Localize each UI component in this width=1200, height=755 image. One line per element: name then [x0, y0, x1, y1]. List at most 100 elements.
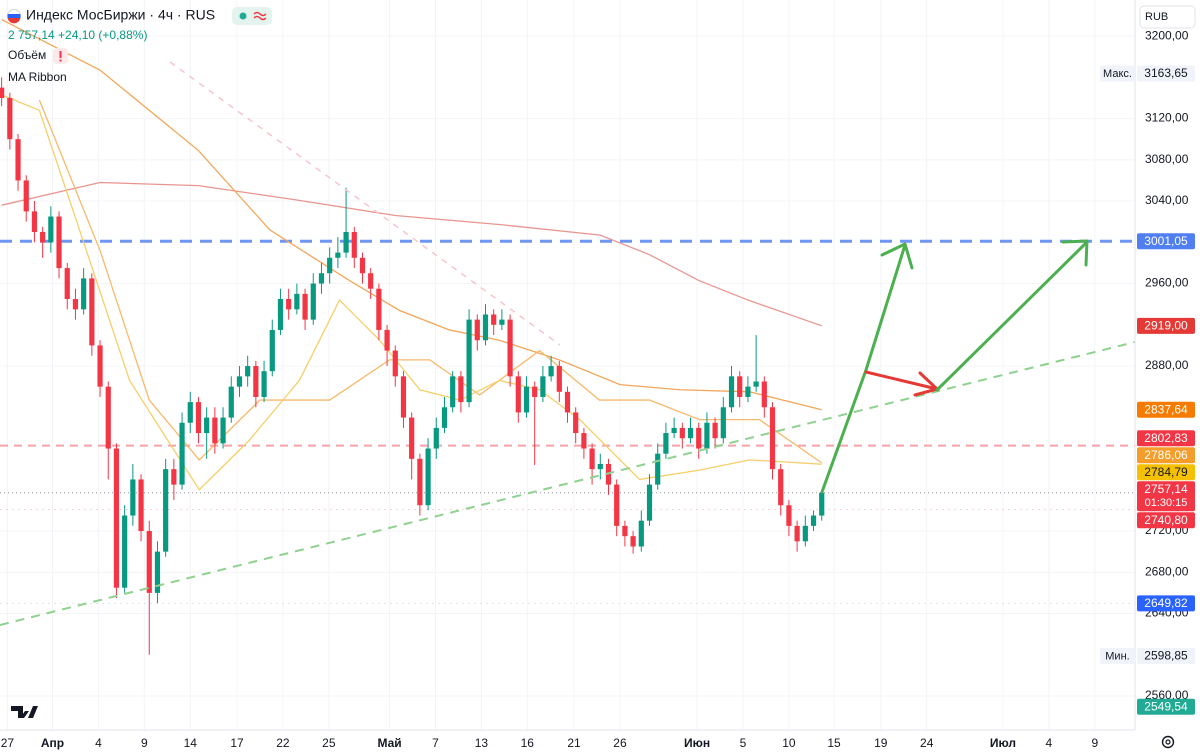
candle-body — [236, 376, 243, 387]
price-tag-prefix: Мин. — [1105, 650, 1129, 662]
moving-average — [38, 99, 823, 464]
price-tag-label: 2598,85 — [1144, 649, 1188, 663]
candle-body — [523, 386, 530, 413]
candle-body — [458, 376, 464, 403]
x-tick-label: 22 — [276, 736, 290, 750]
candle-body — [802, 525, 808, 542]
candle-body — [712, 422, 718, 439]
price-tag-label: 2837,64 — [1144, 402, 1188, 416]
candle-body — [376, 288, 382, 330]
candle-body — [15, 139, 21, 181]
candle-body — [113, 448, 120, 588]
candle-body — [179, 422, 185, 485]
settings-icon[interactable] — [1161, 735, 1175, 749]
candle-body — [0, 87, 5, 98]
candle-body — [302, 293, 308, 320]
y-tick-label: 2560,00 — [1145, 688, 1189, 702]
candle-body — [187, 402, 193, 423]
candle-body — [564, 391, 571, 413]
candle-body — [409, 417, 415, 459]
candle-body — [663, 433, 669, 454]
x-tick-label: 17 — [230, 736, 244, 750]
warning-icon — [59, 59, 62, 62]
candle-body — [310, 283, 316, 320]
candle-body — [286, 299, 292, 310]
candle-body — [761, 381, 767, 408]
indicator-legend[interactable]: Объём — [8, 48, 46, 62]
y-tick-label: 2960,00 — [1145, 276, 1189, 290]
candle-body — [499, 319, 505, 325]
price-tags: 3163,65 Макс. 3001,05 2919,00 2837,64 2802,83… — [1100, 65, 1195, 715]
price-tag — [1137, 401, 1195, 418]
candle-body — [253, 366, 259, 397]
candle-body — [163, 469, 169, 552]
moving-average — [1, 19, 822, 411]
candle-body — [72, 299, 79, 310]
candle-body — [786, 505, 792, 526]
price-tag — [1137, 512, 1195, 529]
x-tick-label: Май — [377, 736, 401, 750]
candle-body — [48, 216, 54, 243]
forecast-arrows — [820, 239, 1089, 494]
price-axis — [1135, 0, 1200, 755]
candle-body — [89, 278, 95, 346]
candle-body — [614, 484, 620, 526]
plot-area — [0, 0, 1135, 730]
status-icon — [253, 11, 267, 21]
x-tick-label: 10 — [782, 736, 796, 750]
candle-body — [622, 525, 628, 537]
x-tick-label: Апр — [41, 736, 64, 750]
candle-body — [400, 376, 407, 418]
candle-body — [204, 417, 210, 434]
candle-body — [589, 448, 595, 470]
logo[interactable] — [11, 706, 38, 718]
candle-body — [368, 273, 374, 289]
candle-body — [573, 412, 579, 434]
candle-body — [343, 231, 349, 253]
candle-body — [819, 492, 825, 516]
candle-body — [491, 314, 497, 325]
flag — [7, 14, 21, 18]
price-tag — [1137, 464, 1195, 481]
quote: 2 757,14 +24,10 (+0,88%) — [8, 28, 147, 42]
x-tick-label: 13 — [475, 736, 489, 750]
x-tick-label: 15 — [827, 736, 841, 750]
x-tick-label: 5 — [740, 736, 747, 750]
indicator-legend[interactable]: MA Ribbon — [8, 70, 67, 84]
y-tick-label: 3080,00 — [1145, 152, 1189, 166]
candle-body — [794, 525, 800, 542]
candle-body — [581, 433, 587, 449]
price-tag — [1137, 481, 1195, 512]
candle-body — [392, 350, 398, 377]
candle-body — [482, 314, 489, 341]
candle-body — [97, 345, 103, 387]
settings-icon — [1165, 739, 1171, 745]
warning-icon — [59, 51, 62, 58]
candle-body — [212, 417, 218, 444]
candle-body — [245, 366, 251, 377]
candle-body — [261, 371, 267, 397]
y-tick-label: 3040,00 — [1145, 193, 1189, 207]
price-tag — [1137, 65, 1195, 82]
candle-body — [171, 469, 177, 485]
currency-button[interactable] — [1139, 5, 1196, 29]
candle-body — [425, 448, 431, 506]
candle-body — [31, 211, 38, 232]
trend-line — [0, 341, 1136, 626]
candle-body — [146, 531, 152, 593]
arrow — [864, 370, 939, 391]
candle-body — [441, 407, 448, 428]
candle-body — [466, 319, 472, 403]
candle-body — [384, 329, 390, 351]
candle-body — [737, 376, 743, 397]
arrow — [820, 243, 907, 494]
status-badge[interactable] — [232, 7, 272, 25]
price-tag-label: 2802,83 — [1144, 431, 1188, 445]
candle-body — [720, 407, 726, 439]
y-tick-label: 2880,00 — [1145, 358, 1189, 372]
candle-body — [671, 427, 677, 434]
candle-body — [646, 484, 653, 521]
flag — [7, 18, 21, 24]
x-tick-label: 7 — [432, 736, 439, 750]
